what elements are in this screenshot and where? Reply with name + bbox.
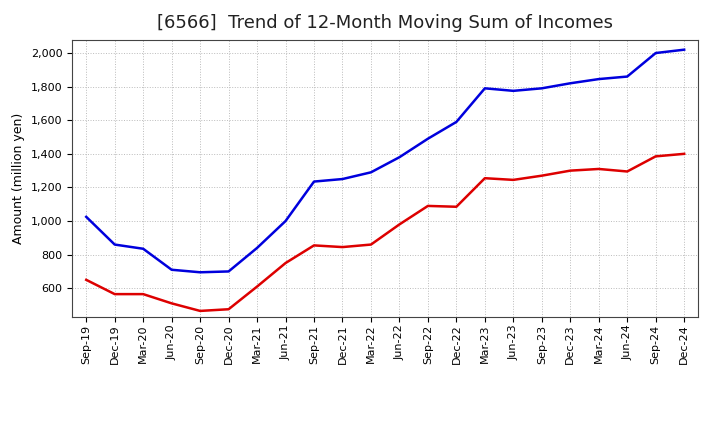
Ordinary Income xyxy=(480,86,489,91)
Ordinary Income xyxy=(253,245,261,250)
Ordinary Income xyxy=(110,242,119,247)
Ordinary Income xyxy=(537,86,546,91)
Ordinary Income xyxy=(509,88,518,93)
Ordinary Income xyxy=(395,154,404,160)
Net Income xyxy=(366,242,375,247)
Net Income xyxy=(480,176,489,181)
Ordinary Income xyxy=(338,176,347,182)
Net Income xyxy=(282,260,290,266)
Y-axis label: Amount (million yen): Amount (million yen) xyxy=(12,113,25,244)
Ordinary Income xyxy=(452,119,461,125)
Net Income xyxy=(395,222,404,227)
Ordinary Income xyxy=(167,267,176,272)
Ordinary Income xyxy=(282,218,290,224)
Ordinary Income xyxy=(82,214,91,220)
Net Income xyxy=(310,243,318,248)
Net Income xyxy=(167,301,176,306)
Net Income xyxy=(423,203,432,209)
Ordinary Income xyxy=(196,270,204,275)
Ordinary Income xyxy=(310,179,318,184)
Net Income xyxy=(509,177,518,183)
Ordinary Income xyxy=(652,51,660,56)
Ordinary Income xyxy=(139,246,148,251)
Net Income xyxy=(537,173,546,178)
Ordinary Income xyxy=(423,136,432,141)
Net Income xyxy=(452,204,461,209)
Line: Ordinary Income: Ordinary Income xyxy=(86,50,684,272)
Ordinary Income xyxy=(566,81,575,86)
Ordinary Income xyxy=(366,170,375,175)
Line: Net Income: Net Income xyxy=(86,154,684,311)
Ordinary Income xyxy=(623,74,631,79)
Net Income xyxy=(253,284,261,289)
Net Income xyxy=(139,291,148,297)
Net Income xyxy=(225,307,233,312)
Net Income xyxy=(338,245,347,250)
Ordinary Income xyxy=(225,269,233,274)
Net Income xyxy=(196,308,204,314)
Net Income xyxy=(110,291,119,297)
Net Income xyxy=(82,277,91,282)
Net Income xyxy=(623,169,631,174)
Ordinary Income xyxy=(680,47,688,52)
Net Income xyxy=(680,151,688,157)
Net Income xyxy=(595,166,603,172)
Net Income xyxy=(566,168,575,173)
Net Income xyxy=(652,154,660,159)
Ordinary Income xyxy=(595,77,603,82)
Title: [6566]  Trend of 12-Month Moving Sum of Incomes: [6566] Trend of 12-Month Moving Sum of I… xyxy=(157,15,613,33)
